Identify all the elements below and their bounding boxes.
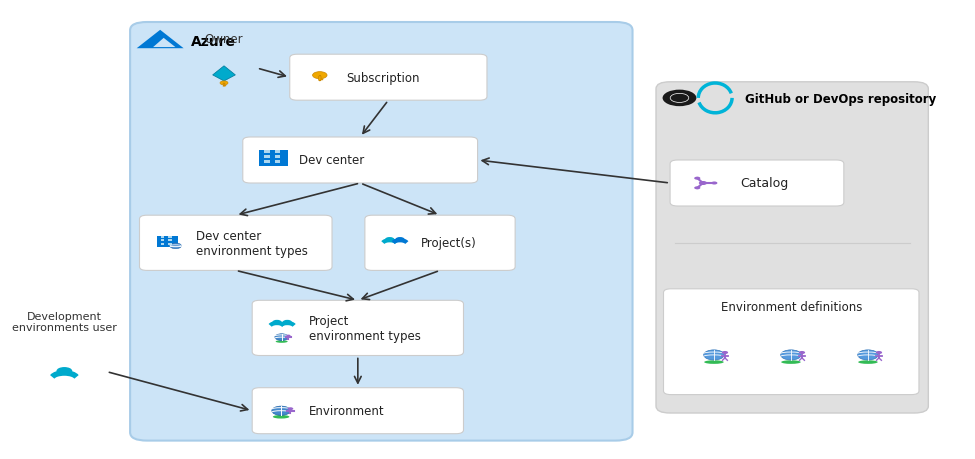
Circle shape [663,90,696,107]
FancyBboxPatch shape [664,289,919,395]
Ellipse shape [858,360,878,364]
Polygon shape [213,67,235,82]
Bar [275,155,280,158]
Circle shape [220,82,228,86]
Circle shape [313,73,327,79]
Circle shape [272,406,291,415]
Circle shape [272,320,282,325]
Circle shape [711,182,718,185]
Circle shape [799,351,805,354]
Bar [321,80,323,81]
Circle shape [694,177,700,180]
Text: Environment definitions: Environment definitions [721,301,862,313]
Text: Azure: Azure [191,34,236,48]
Bar [168,240,172,242]
Bar [161,243,165,245]
Circle shape [694,187,700,190]
Text: Dev center: Dev center [299,154,365,167]
Circle shape [722,351,728,354]
FancyBboxPatch shape [365,216,515,271]
Bar [168,236,172,238]
FancyBboxPatch shape [253,388,463,434]
FancyBboxPatch shape [243,138,478,184]
Circle shape [781,350,801,360]
Polygon shape [153,39,175,48]
Ellipse shape [273,415,290,419]
Circle shape [275,334,289,341]
Text: Project
environment types: Project environment types [308,314,420,342]
FancyBboxPatch shape [130,23,633,441]
Bar [161,240,165,242]
Bar [259,150,289,167]
Bar [264,150,270,153]
Circle shape [170,243,181,249]
Circle shape [283,320,292,325]
Ellipse shape [276,341,288,343]
Circle shape [858,350,878,360]
Text: Environment: Environment [308,404,384,417]
Bar [168,243,172,245]
Circle shape [704,350,724,360]
FancyBboxPatch shape [139,216,332,271]
Circle shape [288,408,293,410]
Bar [157,236,177,247]
Circle shape [385,237,394,242]
Circle shape [670,94,688,103]
FancyBboxPatch shape [290,55,487,101]
FancyBboxPatch shape [656,83,928,413]
Circle shape [876,351,882,354]
Ellipse shape [781,360,800,364]
Text: Development
environments user: Development environments user [12,311,117,333]
Bar [264,160,270,163]
FancyBboxPatch shape [319,77,321,82]
Polygon shape [136,31,183,49]
Text: Owner: Owner [205,33,244,46]
Circle shape [699,182,707,185]
Circle shape [57,367,72,375]
Bar [275,150,280,153]
Bar [275,160,280,163]
Text: Catalog: Catalog [741,177,789,190]
FancyBboxPatch shape [223,84,225,87]
Text: Project(s): Project(s) [421,237,477,250]
Text: GitHub or DevOps repository: GitHub or DevOps repository [745,93,936,106]
Circle shape [287,335,291,337]
Bar [264,155,270,158]
Ellipse shape [704,360,723,364]
FancyBboxPatch shape [670,161,843,207]
Bar [161,236,165,238]
FancyBboxPatch shape [253,301,463,356]
Circle shape [396,237,405,242]
Text: Dev center
environment types: Dev center environment types [196,230,308,257]
Text: Subscription: Subscription [346,72,419,84]
